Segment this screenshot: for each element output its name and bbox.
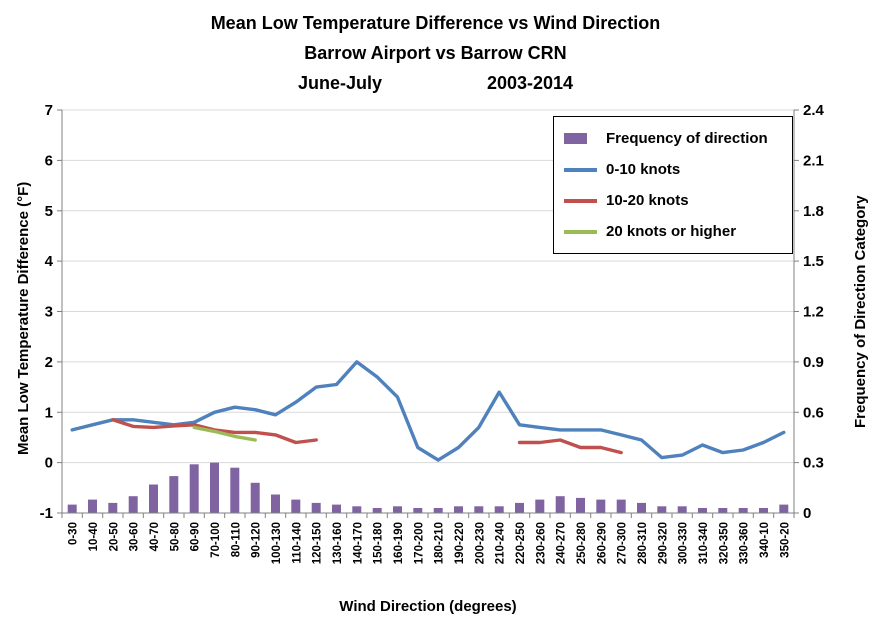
- svg-text:190-220: 190-220: [454, 522, 466, 564]
- left-axis-title: Mean Low Temperature Difference (°F): [15, 181, 32, 455]
- svg-text:230-260: 230-260: [535, 522, 547, 564]
- chart-title-line1: Mean Low Temperature Difference vs Wind …: [210, 13, 661, 33]
- svg-text:1.5: 1.5: [803, 253, 824, 270]
- legend-item-10-20-knots: 10-20 knots: [564, 185, 788, 216]
- svg-text:0.3: 0.3: [803, 455, 824, 472]
- svg-text:140-170: 140-170: [352, 522, 364, 564]
- legend-label: 0-10 knots: [606, 161, 681, 178]
- svg-text:240-270: 240-270: [556, 522, 568, 564]
- svg-text:2.1: 2.1: [803, 152, 824, 169]
- chart-title-period: June-July: [297, 73, 382, 93]
- legend-label: Frequency of direction: [606, 130, 768, 147]
- svg-text:150-180: 150-180: [373, 522, 385, 564]
- svg-text:2: 2: [45, 354, 53, 371]
- chart-title-line3: June-July 2003-2014: [0, 68, 871, 98]
- svg-text:350-20: 350-20: [779, 522, 791, 558]
- legend-item-frequency: Frequency of direction: [564, 123, 788, 154]
- legend-swatch-0: [564, 133, 587, 144]
- svg-text:290-320: 290-320: [657, 522, 669, 564]
- svg-text:340-10: 340-10: [759, 522, 771, 558]
- line-swatch-icon: [564, 229, 600, 234]
- svg-text:300-330: 300-330: [678, 522, 690, 564]
- svg-text:120-150: 120-150: [312, 522, 324, 564]
- legend-swatch-3: [564, 229, 597, 234]
- svg-text:2.4: 2.4: [803, 102, 825, 119]
- line-swatch-icon: [564, 198, 600, 203]
- svg-text:30-60: 30-60: [129, 522, 141, 551]
- svg-text:1.2: 1.2: [803, 304, 824, 321]
- legend-swatch-2: [564, 198, 597, 203]
- svg-text:60-90: 60-90: [190, 522, 202, 551]
- svg-text:330-360: 330-360: [739, 522, 751, 564]
- svg-text:200-230: 200-230: [474, 522, 486, 564]
- svg-text:0.9: 0.9: [803, 354, 824, 371]
- svg-text:130-160: 130-160: [332, 522, 344, 564]
- svg-text:80-110: 80-110: [230, 522, 242, 557]
- svg-text:6: 6: [45, 152, 53, 169]
- svg-text:1.8: 1.8: [803, 203, 824, 220]
- svg-text:270-300: 270-300: [617, 522, 629, 564]
- svg-text:110-140: 110-140: [291, 522, 303, 564]
- svg-text:0: 0: [45, 455, 53, 472]
- right-axis-title: Frequency of Direction Category: [852, 195, 869, 428]
- line-swatch-icon: [564, 167, 600, 172]
- chart-title-years: 2003-2014: [486, 73, 574, 93]
- svg-text:310-340: 310-340: [698, 522, 710, 564]
- svg-text:0-30: 0-30: [68, 522, 80, 545]
- svg-text:7: 7: [45, 102, 53, 119]
- legend-item-20-knots-plus: 20 knots or higher: [564, 216, 788, 247]
- svg-text:0: 0: [803, 505, 811, 522]
- svg-text:170-200: 170-200: [413, 522, 425, 564]
- svg-text:40-70: 40-70: [149, 522, 161, 551]
- legend-swatch-1: [564, 167, 597, 172]
- svg-text:0.6: 0.6: [803, 404, 824, 421]
- svg-text:250-280: 250-280: [576, 522, 588, 564]
- bar-swatch-icon: [564, 133, 600, 144]
- svg-text:10-40: 10-40: [88, 522, 100, 551]
- svg-text:100-130: 100-130: [271, 522, 283, 564]
- svg-text:3: 3: [45, 304, 53, 321]
- legend-item-0-10-knots: 0-10 knots: [564, 154, 788, 185]
- svg-text:260-290: 260-290: [596, 522, 608, 564]
- legend-label: 20 knots or higher: [606, 223, 737, 240]
- chart-title-line2: Barrow Airport vs Barrow CRN: [304, 43, 567, 63]
- svg-text:210-240: 210-240: [495, 522, 507, 564]
- svg-text:180-210: 180-210: [434, 522, 446, 564]
- legend-label: 10-20 knots: [606, 192, 689, 209]
- svg-text:50-80: 50-80: [169, 522, 181, 551]
- svg-text:-1: -1: [40, 505, 53, 522]
- legend: Frequency of direction 0-10 knots 10-20 …: [553, 116, 793, 254]
- svg-text:160-190: 160-190: [393, 522, 405, 564]
- svg-text:320-350: 320-350: [718, 522, 730, 564]
- svg-text:5: 5: [45, 203, 53, 220]
- svg-text:280-310: 280-310: [637, 522, 649, 564]
- svg-text:70-100: 70-100: [210, 522, 222, 558]
- svg-text:20-50: 20-50: [108, 522, 120, 551]
- chart-titles: Mean Low Temperature Difference vs Wind …: [0, 8, 871, 98]
- x-axis-title: Wind Direction (degrees): [339, 598, 517, 615]
- svg-text:220-250: 220-250: [515, 522, 527, 564]
- svg-text:4: 4: [45, 253, 54, 270]
- svg-text:1: 1: [45, 404, 53, 421]
- svg-text:90-120: 90-120: [251, 522, 263, 558]
